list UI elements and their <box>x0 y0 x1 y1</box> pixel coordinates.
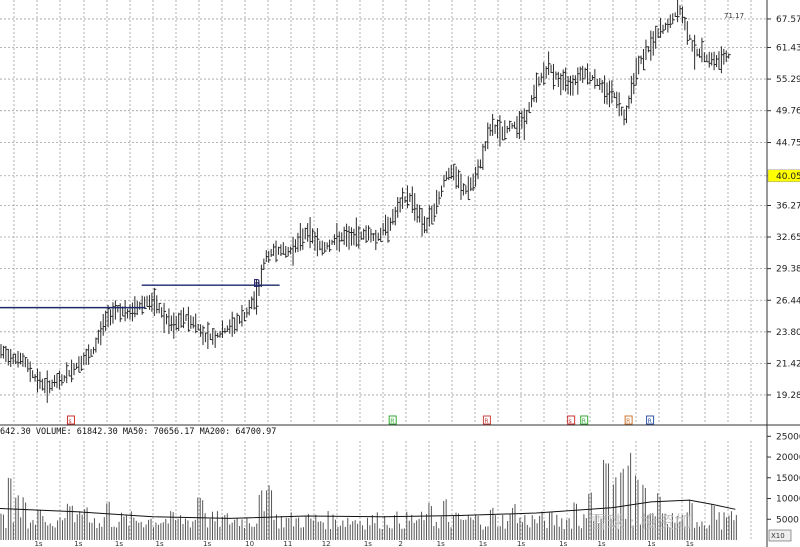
volume-ma-line <box>0 499 736 519</box>
month-label: 1s <box>559 540 567 547</box>
month-label: 1s <box>364 540 372 547</box>
month-label: 1s <box>437 540 445 547</box>
event-marker-label: R <box>390 418 394 425</box>
event-marker-box <box>624 415 633 425</box>
month-label: 10 <box>245 540 254 547</box>
event-marker-box <box>580 415 589 425</box>
month-label: 1s <box>203 540 211 547</box>
last-price-box <box>767 169 800 183</box>
price-tick-label: 21.42 <box>776 359 800 369</box>
volume-info-text: 642.30 VOLUME: 61842.30 MA50: 70656.17 M… <box>0 427 276 437</box>
b-annotation: B <box>253 277 261 290</box>
volume-panel <box>0 452 737 540</box>
volume-axis: 25000 20000 15000 10000 5000 X10 <box>767 432 800 542</box>
event-marker-label: R <box>648 418 652 425</box>
price-tick-label: 23.80 <box>776 328 800 338</box>
volume-tick-label: 5000 <box>776 515 799 525</box>
price-tick-label: 29.38 <box>776 265 800 275</box>
chart-grid <box>0 0 767 540</box>
price-tick-label: 19.28 <box>776 391 800 401</box>
month-label: 1s <box>517 540 525 547</box>
event-marker-label: R <box>582 418 586 425</box>
peak-price-label: 71.17 <box>724 12 744 20</box>
month-label: 2 <box>398 540 402 547</box>
volume-tick-label: 15000 <box>776 474 800 484</box>
price-bars <box>0 0 731 403</box>
volume-tick-label: 20000 <box>776 453 800 463</box>
price-tick-label: 67.57 <box>776 15 800 25</box>
month-label: 1s <box>155 540 163 547</box>
volume-tick-label: 25000 <box>776 432 800 442</box>
month-label: 1s <box>647 540 655 547</box>
event-marker-box <box>388 415 397 425</box>
price-tick-label: 32.65 <box>776 233 800 243</box>
event-marker-box <box>66 415 75 425</box>
event-marker-box <box>567 415 576 425</box>
month-label: 1s <box>115 540 123 547</box>
event-marker-box <box>482 415 491 425</box>
month-label: 1s <box>686 540 694 547</box>
event-marker-label: s <box>68 418 71 425</box>
event-marker-box <box>646 415 655 425</box>
month-label: 1s <box>74 540 82 547</box>
month-label: 12 <box>322 540 331 547</box>
reference-lines <box>0 284 280 309</box>
event-marker-label: s <box>569 418 572 425</box>
price-tick-label: 36.27 <box>776 201 800 211</box>
month-label: 1s <box>479 540 487 547</box>
event-marker-label: R <box>626 418 630 425</box>
price-tick-label: 40.05 <box>776 172 800 182</box>
price-tick-label: 44.75 <box>776 138 800 148</box>
price-tick-label: 26.44 <box>776 296 800 306</box>
scale-box <box>768 529 792 542</box>
watermark-text: 雪球 : 投资如 <box>590 513 692 533</box>
month-label: 1s <box>597 540 605 547</box>
month-label: 11 <box>283 540 292 547</box>
price-tick-label: 55.29 <box>776 75 800 85</box>
volume-tick-label: 10000 <box>776 495 800 505</box>
price-tick-label: 61.43 <box>776 44 800 54</box>
event-marker-label: R <box>484 418 488 425</box>
month-label: 1s <box>34 540 42 547</box>
scale-label: X10 <box>771 532 785 540</box>
price-tick-label: 49.76 <box>776 107 800 117</box>
